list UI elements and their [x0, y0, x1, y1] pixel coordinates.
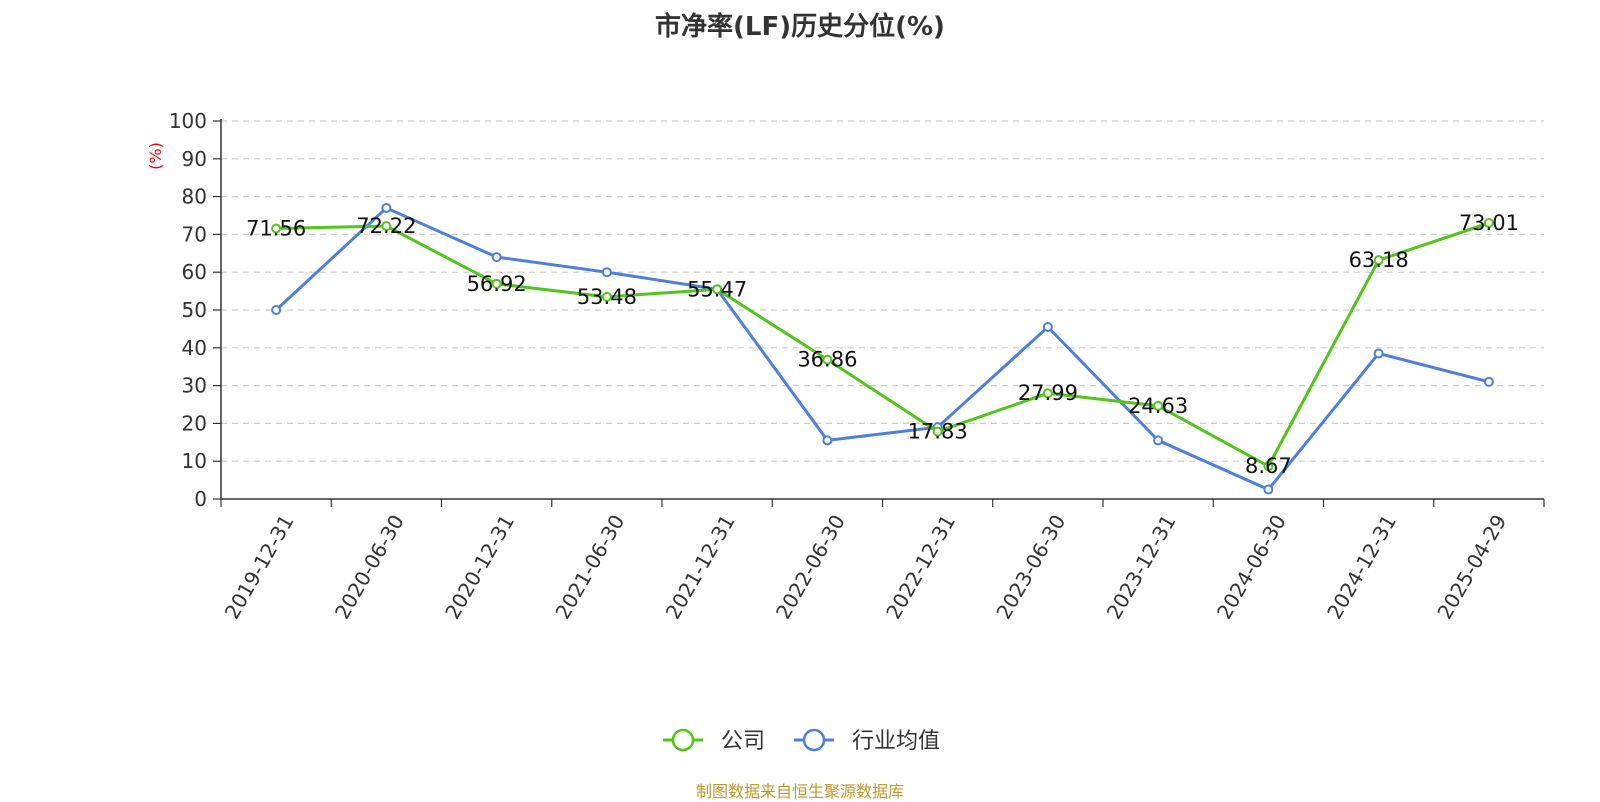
x-tick-label: 2023-12-31: [1102, 511, 1181, 624]
x-tick-label: 2021-06-30: [550, 511, 629, 624]
data-point: [712, 284, 723, 295]
data-label: 24.63: [1128, 394, 1188, 418]
data-point: [1153, 400, 1164, 411]
data-point: [601, 267, 612, 278]
data-point: [1042, 388, 1053, 399]
x-tick-label: 2025-04-29: [1432, 511, 1511, 624]
series-line: [275, 206, 1490, 492]
series-line: [276, 221, 1490, 468]
data-point: [822, 435, 833, 446]
y-tick-label: 30: [182, 374, 207, 398]
grid-lines: [221, 120, 1544, 462]
legend-swatch-marker: [802, 728, 826, 752]
data-point: [1263, 461, 1274, 472]
legend[interactable]: 公司 行业均值: [663, 728, 940, 754]
x-tick-label: 2022-06-30: [771, 511, 850, 624]
x-tick-label: 2021-12-31: [661, 511, 740, 624]
legend-item[interactable]: 公司: [663, 728, 765, 754]
y-tick-label: 50: [182, 298, 207, 322]
data-label: 17.83: [908, 420, 968, 444]
data-label: 27.99: [1018, 381, 1078, 405]
x-tick-label: 2024-12-31: [1322, 511, 1401, 624]
data-label: 71.56: [246, 217, 306, 241]
y-tick-label: 90: [182, 147, 207, 171]
data-point: [1263, 484, 1274, 495]
data-point: [381, 202, 392, 213]
chart-title: 市净率(LF)历史分位(%): [655, 12, 945, 42]
y-axis-unit-label: (%): [146, 142, 165, 170]
data-point: [1373, 255, 1384, 266]
data-label: 53.48: [577, 285, 637, 309]
data-point: [601, 291, 612, 302]
data-point: [271, 223, 282, 234]
data-label: 8.67: [1245, 454, 1292, 478]
data-point: [1153, 435, 1164, 446]
y-tick-label: 60: [182, 260, 207, 284]
x-tick-label: 2024-06-30: [1212, 511, 1291, 624]
data-point: [491, 252, 502, 263]
data-label: 36.86: [797, 348, 857, 372]
data-point: [491, 278, 502, 289]
y-tick-label: 0: [194, 487, 207, 511]
legend-label: 公司: [721, 729, 765, 754]
data-label: 72.22: [356, 214, 416, 238]
data-labels: 71.56 72.22 56.92 53.48 55.47 36.86 17.83 27.99…: [246, 211, 1519, 478]
y-tick-label: 10: [182, 449, 207, 473]
y-tick-label: 20: [182, 411, 207, 435]
data-label: 73.01: [1459, 211, 1519, 235]
source-note: 制图数据来自恒生聚源数据库: [695, 782, 904, 801]
legend-label: 行业均值: [852, 729, 940, 754]
data-label: 55.47: [687, 277, 747, 301]
data-point: [271, 305, 282, 315]
data-point: [1483, 376, 1494, 387]
series-lines: [271, 202, 1494, 495]
x-tick-label: 2022-12-31: [881, 511, 960, 624]
data-point: [822, 354, 833, 365]
x-tick-label: 2020-06-30: [330, 511, 409, 624]
y-tick-label: 70: [182, 222, 207, 246]
x-tick-label: 2019-12-31: [220, 511, 299, 624]
data-label: 56.92: [467, 272, 527, 296]
data-point: [1373, 348, 1384, 359]
data-point: [1483, 218, 1494, 229]
data-point: [932, 426, 943, 437]
data-point: [1042, 322, 1053, 333]
legend-item[interactable]: 行业均值: [794, 728, 940, 754]
x-tick-label: 2023-06-30: [991, 511, 1070, 624]
legend-swatch-marker: [671, 728, 695, 752]
y-tick-label: 80: [182, 185, 207, 209]
y-tick-label: 40: [182, 336, 207, 360]
data-point: [381, 221, 392, 232]
y-tick-label: 100: [169, 109, 207, 133]
data-label: 63.18: [1349, 248, 1409, 272]
x-tick-label: 2020-12-31: [440, 511, 519, 624]
